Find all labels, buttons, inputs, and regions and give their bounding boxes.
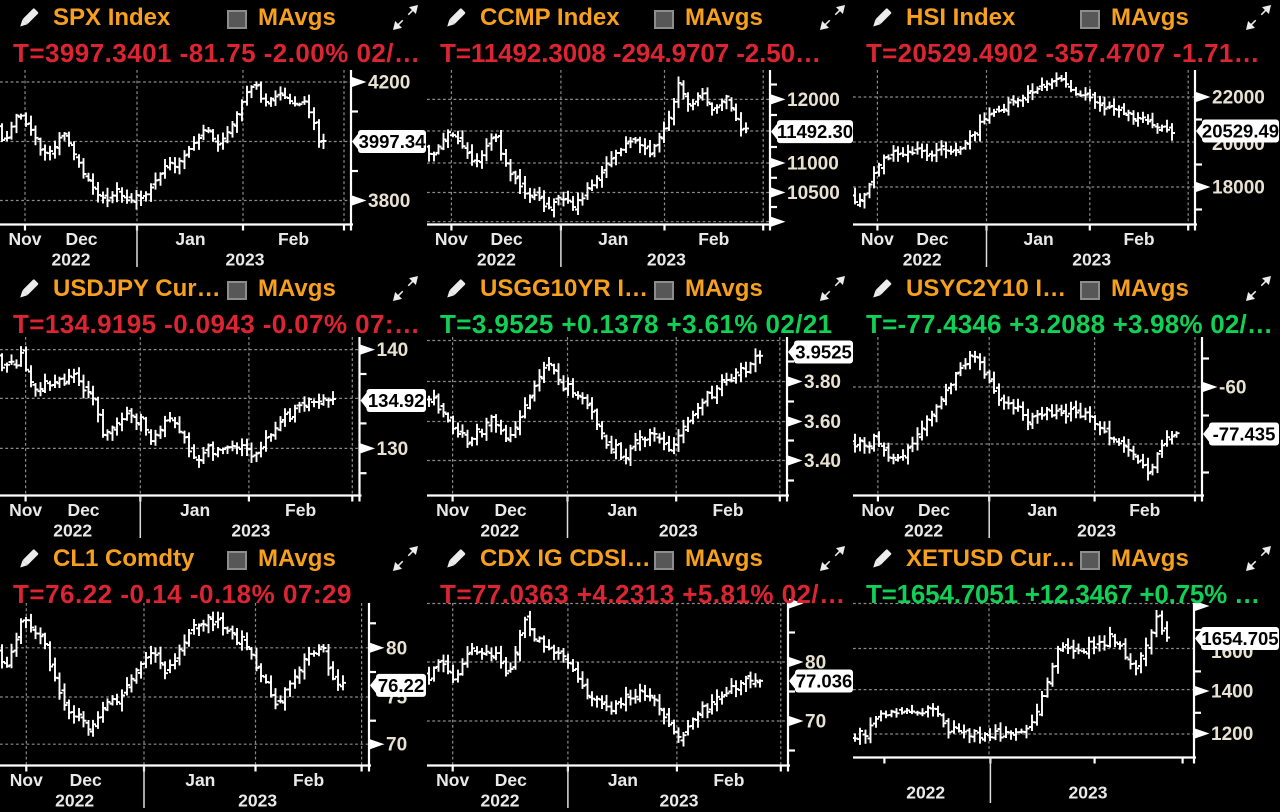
svg-text:134.92: 134.92 (368, 390, 425, 411)
svg-text:2022: 2022 (904, 521, 943, 541)
svg-text:2022: 2022 (906, 783, 945, 803)
svg-text:80: 80 (805, 653, 826, 674)
svg-text:Dec: Dec (918, 500, 950, 520)
svg-text:20529.49: 20529.49 (1202, 121, 1279, 142)
svg-text:3.40: 3.40 (804, 451, 841, 472)
svg-text:Dec: Dec (916, 229, 948, 249)
svg-text:130: 130 (377, 439, 409, 460)
svg-text:Feb: Feb (285, 500, 316, 520)
svg-text:2023: 2023 (1077, 521, 1116, 541)
svg-text:3997.34: 3997.34 (359, 131, 427, 152)
svg-text:2023: 2023 (1072, 250, 1111, 270)
svg-text:77.036: 77.036 (796, 671, 853, 692)
svg-text:Feb: Feb (712, 500, 743, 520)
svg-text:Nov: Nov (861, 500, 894, 520)
svg-text:70: 70 (386, 735, 407, 756)
svg-text:12000: 12000 (787, 90, 840, 111)
svg-text:2023: 2023 (660, 791, 699, 811)
svg-text:Feb: Feb (1129, 500, 1160, 520)
svg-text:22000: 22000 (1212, 88, 1265, 109)
svg-text:Jan: Jan (598, 229, 628, 249)
svg-text:Jan: Jan (1027, 500, 1057, 520)
svg-text:3800: 3800 (368, 191, 410, 212)
svg-text:2022: 2022 (480, 521, 519, 541)
svg-text:80: 80 (386, 638, 407, 659)
svg-text:Nov: Nov (436, 770, 469, 790)
svg-text:Jan: Jan (608, 770, 638, 790)
svg-text:2022: 2022 (52, 250, 91, 270)
svg-text:3.60: 3.60 (804, 412, 841, 433)
svg-text:2023: 2023 (226, 250, 265, 270)
svg-text:76.22: 76.22 (378, 675, 424, 696)
svg-text:11492.30: 11492.30 (777, 121, 853, 142)
svg-text:1200: 1200 (1211, 724, 1253, 745)
svg-text:-77.435: -77.435 (1213, 424, 1276, 445)
svg-text:2023: 2023 (659, 521, 698, 541)
svg-text:1400: 1400 (1211, 682, 1253, 703)
svg-text:4200: 4200 (368, 73, 410, 94)
svg-text:2023: 2023 (1069, 783, 1108, 803)
svg-text:2022: 2022 (903, 250, 942, 270)
svg-text:2023: 2023 (238, 791, 277, 811)
svg-text:2022: 2022 (481, 791, 520, 811)
svg-text:Feb: Feb (1123, 229, 1154, 249)
svg-text:Jan: Jan (607, 500, 637, 520)
svg-text:Nov: Nov (436, 500, 469, 520)
svg-text:Nov: Nov (9, 500, 42, 520)
svg-text:Feb: Feb (698, 229, 729, 249)
svg-text:Nov: Nov (435, 229, 468, 249)
svg-text:Jan: Jan (180, 500, 210, 520)
svg-text:18000: 18000 (1212, 178, 1265, 199)
svg-text:Dec: Dec (65, 229, 97, 249)
svg-text:Jan: Jan (185, 770, 215, 790)
svg-text:Feb: Feb (713, 770, 744, 790)
svg-text:70: 70 (805, 712, 826, 733)
svg-text:Dec: Dec (491, 229, 523, 249)
svg-text:2022: 2022 (55, 791, 94, 811)
svg-text:2023: 2023 (647, 250, 686, 270)
svg-text:Nov: Nov (8, 229, 41, 249)
svg-text:3.80: 3.80 (804, 372, 841, 393)
svg-text:Dec: Dec (67, 500, 99, 520)
svg-text:Jan: Jan (1024, 229, 1054, 249)
svg-text:2022: 2022 (477, 250, 516, 270)
svg-text:140: 140 (377, 340, 409, 361)
svg-text:3.9525: 3.9525 (795, 342, 852, 363)
svg-text:2022: 2022 (53, 521, 92, 541)
svg-text:10500: 10500 (787, 183, 840, 204)
svg-text:Nov: Nov (10, 770, 43, 790)
svg-text:Dec: Dec (495, 500, 527, 520)
svg-text:Feb: Feb (293, 770, 324, 790)
svg-text:1654.705: 1654.705 (1201, 628, 1278, 649)
svg-text:Feb: Feb (278, 229, 309, 249)
svg-text:-60: -60 (1219, 378, 1246, 399)
svg-text:11000: 11000 (787, 154, 839, 175)
svg-text:Dec: Dec (70, 770, 102, 790)
svg-text:Dec: Dec (495, 770, 527, 790)
svg-text:Nov: Nov (861, 229, 894, 249)
svg-text:2023: 2023 (231, 521, 270, 541)
svg-text:Jan: Jan (175, 229, 205, 249)
